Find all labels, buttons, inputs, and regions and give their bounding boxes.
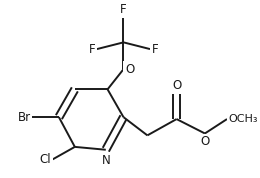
Text: O: O — [172, 79, 181, 92]
Text: F: F — [120, 3, 127, 17]
Text: Br: Br — [17, 111, 31, 124]
Text: Cl: Cl — [39, 153, 51, 166]
Text: O: O — [200, 135, 210, 148]
Text: N: N — [101, 154, 110, 167]
Text: F: F — [152, 43, 158, 56]
Text: OCH₃: OCH₃ — [229, 114, 258, 124]
Text: O: O — [125, 63, 134, 76]
Text: F: F — [89, 43, 95, 56]
